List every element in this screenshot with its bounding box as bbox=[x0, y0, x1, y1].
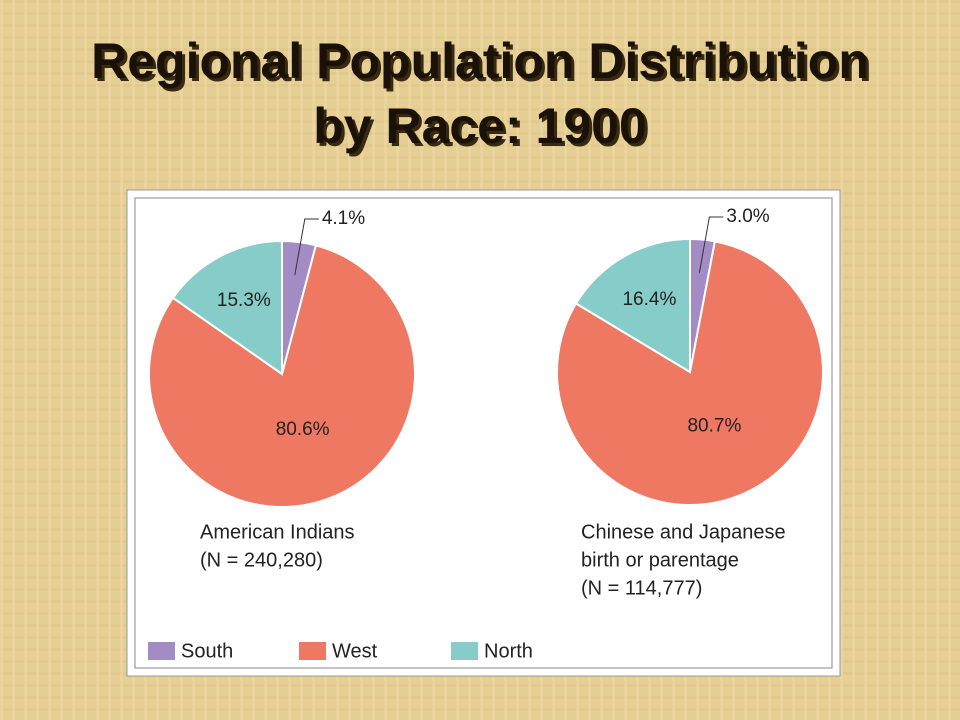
legend-label: West bbox=[332, 640, 378, 662]
value-label: 4.1% bbox=[322, 208, 365, 229]
value-label: 15.3% bbox=[217, 290, 271, 311]
leader-line bbox=[698, 216, 724, 273]
pie-chart: 3.0% 80.7% 16.4% Chinese and Japanese birth … bbox=[556, 206, 824, 599]
caption: (N = 240,280) bbox=[200, 549, 323, 571]
value-label: 80.7% bbox=[687, 416, 741, 437]
legend: South West North bbox=[148, 640, 533, 662]
legend-label: South bbox=[181, 640, 233, 662]
title-line: by Race: 1900 bbox=[313, 98, 647, 154]
pie-slice bbox=[148, 244, 416, 508]
legend-label: North bbox=[484, 640, 533, 662]
leader-line bbox=[294, 218, 319, 276]
pie-slice bbox=[574, 237, 691, 374]
title-shadow: Regional Population Distribution bbox=[94, 36, 872, 92]
caption: (N = 114,777) bbox=[581, 577, 702, 599]
caption: Chinese and Japanese bbox=[581, 521, 786, 543]
value-label: 16.4% bbox=[622, 289, 676, 310]
caption: birth or parentage bbox=[581, 549, 739, 571]
caption: American Indians bbox=[200, 521, 355, 543]
legend-swatch bbox=[148, 642, 175, 660]
legend-swatch bbox=[299, 642, 326, 660]
value-label: 80.6% bbox=[276, 419, 330, 440]
legend-swatch bbox=[451, 642, 478, 660]
title-shadow: by Race: 1900 bbox=[316, 101, 650, 157]
title: Regional Population Distribution Regiona… bbox=[91, 33, 872, 157]
title-line: Regional Population Distribution bbox=[91, 33, 869, 89]
pie-slice bbox=[171, 239, 283, 376]
charts: 4.1% 80.6% 15.3% American Indians (N = 240,2… bbox=[148, 206, 824, 599]
value-label: 3.0% bbox=[726, 206, 769, 227]
pie-chart: 4.1% 80.6% 15.3% American Indians (N = 240,2… bbox=[148, 208, 416, 571]
